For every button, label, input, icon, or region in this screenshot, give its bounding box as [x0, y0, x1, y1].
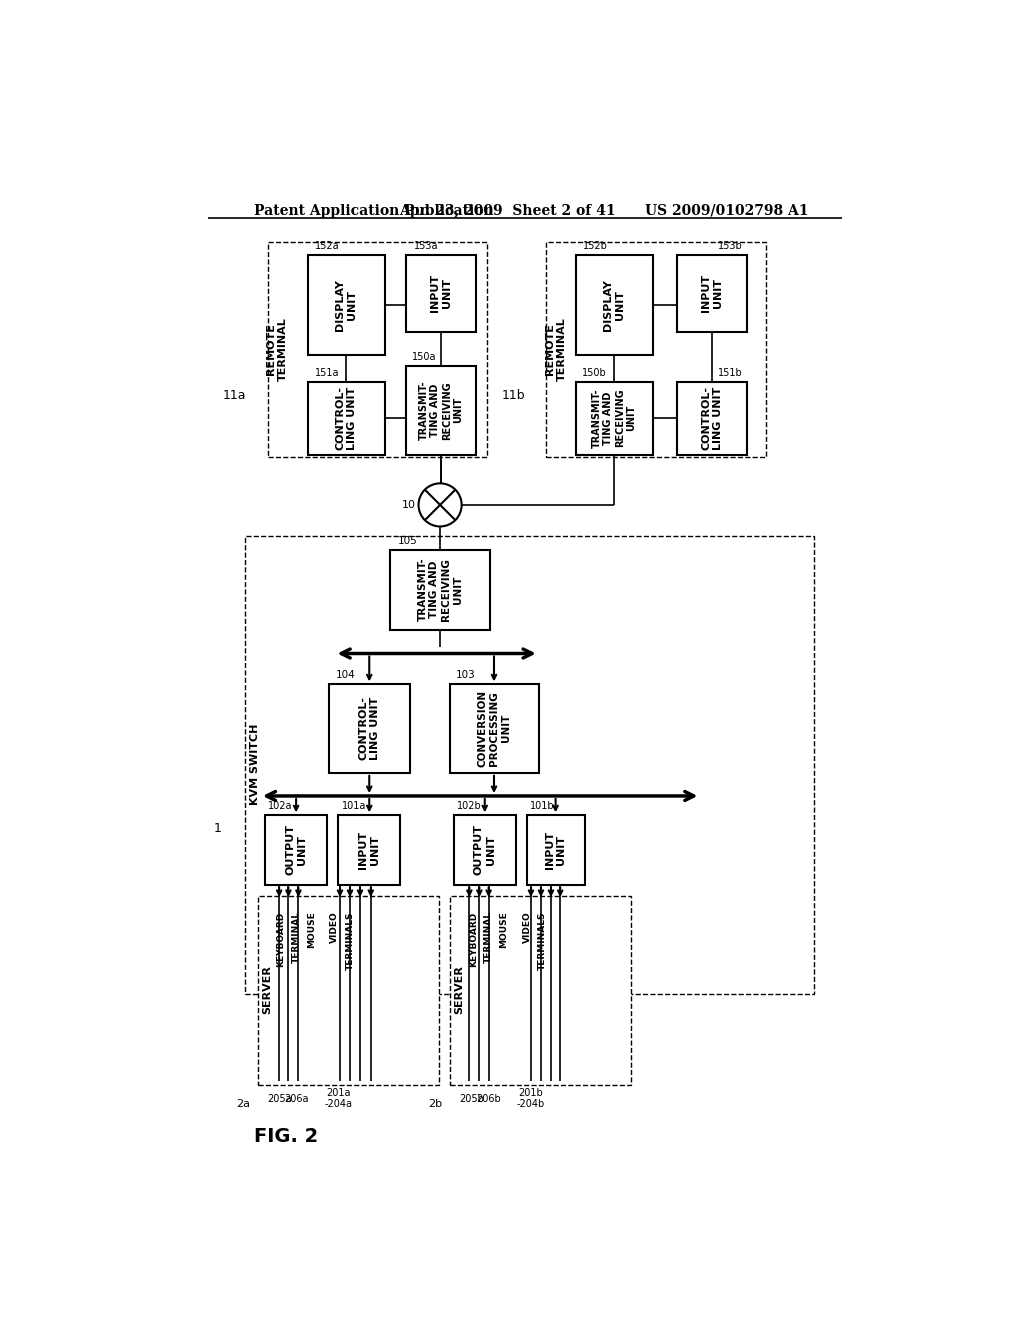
- Text: TRANSMIT-
TING AND
RECEIVING
UNIT: TRANSMIT- TING AND RECEIVING UNIT: [418, 558, 463, 622]
- Text: 11b: 11b: [501, 389, 524, 403]
- Text: OUTPUT
UNIT: OUTPUT UNIT: [474, 825, 496, 875]
- Text: MOUSE: MOUSE: [500, 911, 509, 948]
- Text: INPUT
UNIT: INPUT UNIT: [701, 275, 723, 313]
- Text: SERVER: SERVER: [455, 965, 464, 1015]
- Text: TERMINALS: TERMINALS: [345, 911, 354, 970]
- Text: 151b: 151b: [718, 368, 742, 378]
- Text: CONTROL-
LING UNIT: CONTROL- LING UNIT: [358, 696, 380, 760]
- Bar: [451, 684, 539, 774]
- Text: INPUT
UNIT: INPUT UNIT: [430, 275, 452, 313]
- Bar: [677, 255, 746, 331]
- Text: INPUT
UNIT: INPUT UNIT: [545, 830, 566, 869]
- Bar: [527, 816, 585, 884]
- Bar: [575, 255, 652, 355]
- Bar: [267, 242, 487, 457]
- Text: 205a: 205a: [267, 1093, 292, 1104]
- Text: US 2009/0102798 A1: US 2009/0102798 A1: [645, 203, 808, 218]
- Bar: [245, 536, 814, 994]
- Bar: [258, 896, 438, 1085]
- Text: Apr. 23, 2009  Sheet 2 of 41: Apr. 23, 2009 Sheet 2 of 41: [399, 203, 616, 218]
- Text: REMOTE
TERMINAL: REMOTE TERMINAL: [545, 318, 566, 381]
- Bar: [451, 896, 631, 1085]
- Text: 201a
-204a: 201a -204a: [325, 1088, 352, 1109]
- Bar: [547, 242, 766, 457]
- Text: TRANSMIT-
TING AND
RECEIVING
UNIT: TRANSMIT- TING AND RECEIVING UNIT: [419, 380, 463, 440]
- Text: 150b: 150b: [582, 368, 606, 378]
- Bar: [677, 381, 746, 455]
- Text: TERMINALS: TERMINALS: [538, 911, 547, 970]
- Text: 153a: 153a: [414, 240, 438, 251]
- Bar: [330, 684, 410, 774]
- Text: KEYBOARD: KEYBOARD: [276, 911, 286, 966]
- Text: TRANSMIT-
TING AND
RECEIVING
UNIT: TRANSMIT- TING AND RECEIVING UNIT: [592, 388, 637, 447]
- Text: 2a: 2a: [236, 1100, 250, 1109]
- Text: VIDEO: VIDEO: [522, 911, 531, 944]
- Text: 104: 104: [336, 671, 355, 681]
- Text: DISPLAY
UNIT: DISPLAY UNIT: [603, 279, 625, 330]
- Text: 206b: 206b: [476, 1093, 501, 1104]
- Text: TERMINAL: TERMINAL: [292, 911, 301, 964]
- Text: 102b: 102b: [457, 801, 481, 812]
- Text: CONTROL-
LING UNIT: CONTROL- LING UNIT: [701, 385, 723, 450]
- Text: REMOTE
TERMINAL: REMOTE TERMINAL: [266, 318, 288, 381]
- Text: 102a: 102a: [268, 801, 293, 812]
- Text: CONTROL-
LING UNIT: CONTROL- LING UNIT: [335, 385, 357, 450]
- Text: 206a: 206a: [284, 1093, 308, 1104]
- Bar: [407, 255, 475, 331]
- Bar: [407, 367, 475, 455]
- Text: 101a: 101a: [342, 801, 366, 812]
- Bar: [575, 381, 652, 455]
- Bar: [307, 255, 385, 355]
- Text: MOUSE: MOUSE: [307, 911, 316, 948]
- Text: INPUT
UNIT: INPUT UNIT: [358, 830, 380, 869]
- Text: Patent Application Publication: Patent Application Publication: [254, 203, 494, 218]
- Text: TERMINAL: TERMINAL: [484, 911, 494, 964]
- Text: OUTPUT
UNIT: OUTPUT UNIT: [286, 825, 307, 875]
- Bar: [339, 816, 400, 884]
- Text: DISPLAY
UNIT: DISPLAY UNIT: [335, 279, 357, 330]
- Text: SERVER: SERVER: [262, 965, 271, 1015]
- Text: 103: 103: [457, 671, 476, 681]
- Text: KEYBOARD: KEYBOARD: [469, 911, 478, 966]
- Text: 105: 105: [397, 536, 418, 545]
- Text: 11a: 11a: [222, 389, 246, 403]
- Text: 205b: 205b: [459, 1093, 484, 1104]
- Text: 1: 1: [214, 822, 221, 834]
- Text: KVM SWITCH: KVM SWITCH: [250, 723, 260, 805]
- Text: VIDEO: VIDEO: [330, 911, 339, 944]
- Text: 10: 10: [401, 500, 416, 510]
- Text: 201b
-204b: 201b -204b: [517, 1088, 545, 1109]
- Text: 153b: 153b: [718, 240, 742, 251]
- Bar: [454, 816, 515, 884]
- Text: CONVERSION
PROCESSING
UNIT: CONVERSION PROCESSING UNIT: [477, 689, 511, 767]
- Text: 101b: 101b: [530, 801, 555, 812]
- Text: 2b: 2b: [428, 1100, 442, 1109]
- Bar: [307, 381, 385, 455]
- Text: 152b: 152b: [584, 240, 608, 251]
- Text: 150a: 150a: [413, 352, 437, 363]
- Bar: [265, 816, 327, 884]
- Bar: [390, 549, 490, 631]
- Text: 151a: 151a: [315, 368, 340, 378]
- Text: 152a: 152a: [315, 240, 340, 251]
- Text: FIG. 2: FIG. 2: [254, 1127, 318, 1146]
